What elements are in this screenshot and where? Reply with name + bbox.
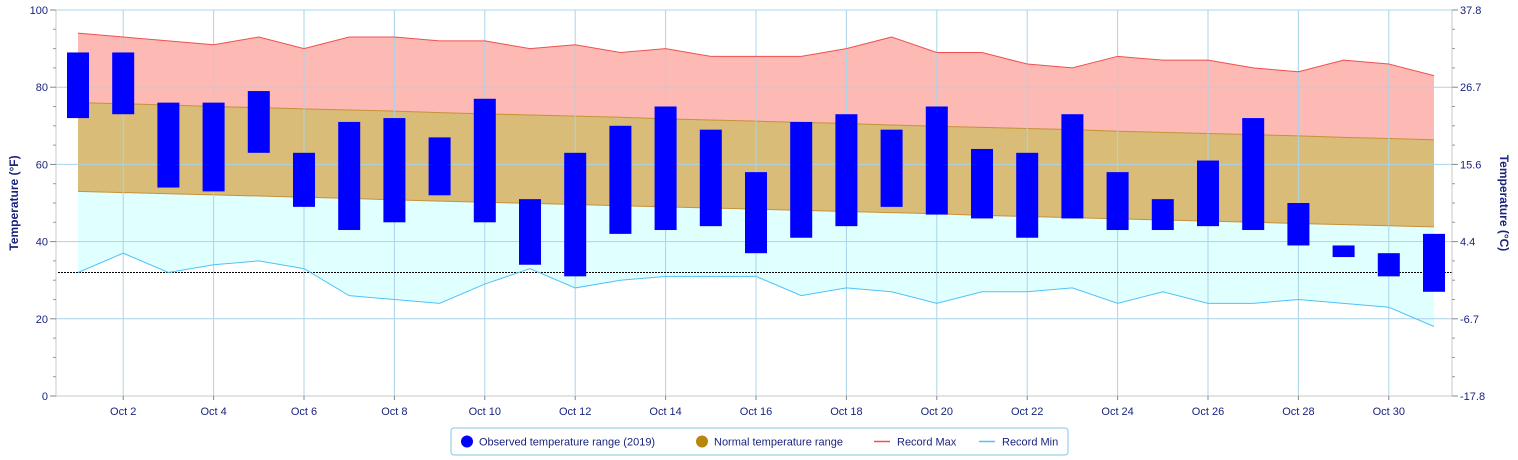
observed-range-bar	[699, 129, 722, 227]
observed-range-bar	[971, 148, 993, 219]
x-tick-label: Oct 24	[1101, 406, 1133, 418]
observed-range-bar	[1061, 114, 1084, 219]
observed-range-bar	[1197, 160, 1219, 227]
observed-range-bar	[338, 121, 361, 231]
x-tick-label: Oct 28	[1282, 406, 1314, 418]
observed-bars	[67, 52, 1445, 292]
legend-observed-marker	[461, 435, 473, 448]
legend-box	[450, 427, 1069, 456]
right-tick-label: -6.7	[1460, 314, 1479, 326]
observed-range-bar	[1423, 233, 1445, 292]
observed-range-bar	[1242, 118, 1265, 231]
x-tick-label: Oct 26	[1192, 406, 1224, 418]
observed-range-bar	[67, 52, 89, 119]
observed-range-bar	[383, 118, 406, 223]
observed-range-bar	[519, 199, 541, 265]
observed-range-bar	[1377, 253, 1400, 277]
record-lines	[58, 32, 1452, 327]
observed-range-bar	[1332, 245, 1355, 258]
x-tick-label: Oct 14	[649, 406, 681, 418]
observed-range-bar	[835, 114, 858, 227]
observed-range-bar	[564, 152, 587, 277]
legend-normal-label: Normal temperature range	[714, 437, 843, 449]
legend: Observed temperature range (2019) Normal…	[450, 427, 1069, 456]
record-max-line	[77, 32, 1435, 77]
x-tick-label: Oct 16	[740, 406, 772, 418]
right-tick-label: 15.6	[1460, 159, 1481, 171]
x-tick-label: Oct 8	[381, 406, 407, 418]
observed-range-bar	[1151, 199, 1174, 231]
x-tick-label: Oct 20	[921, 406, 953, 418]
observed-range-bar	[880, 129, 903, 207]
legend-record-min-label: Record Min	[1002, 437, 1058, 449]
observed-range-bar	[112, 52, 135, 115]
legend-record-max-label: Record Max	[897, 437, 957, 449]
x-tick-label: Oct 4	[200, 406, 226, 418]
right-tick-label: 4.4	[1460, 237, 1475, 249]
legend-item-normal[interactable]: Normal temperature range	[696, 435, 843, 449]
legend-item-observed[interactable]: Observed temperature range (2019)	[461, 435, 655, 449]
observed-range-bar	[473, 98, 496, 223]
observed-range-bar	[745, 172, 767, 254]
right-tick-label: 26.7	[1460, 82, 1481, 94]
observed-range-bar	[293, 152, 315, 207]
observed-range-bar	[157, 102, 180, 188]
legend-normal-marker	[696, 435, 708, 448]
observed-range-bar	[202, 102, 225, 192]
right-tick-label: 37.8	[1460, 5, 1481, 17]
legend-observed-label: Observed temperature range (2019)	[479, 437, 655, 449]
left-tick-label: 80	[36, 82, 48, 94]
observed-range-bar	[1106, 172, 1129, 231]
observed-range-bar	[428, 137, 451, 196]
legend-item-record-min[interactable]: Record Min	[979, 437, 1058, 449]
x-tick-label: Oct 18	[830, 406, 862, 418]
right-tick-label: -17.8	[1460, 391, 1485, 403]
x-tick-label: Oct 2	[110, 406, 136, 418]
observed-range-bar	[654, 106, 677, 231]
left-axis-title: Temperature (°F)	[7, 155, 21, 250]
x-tick-label: Oct 6	[291, 406, 317, 418]
observed-range-bar	[247, 91, 270, 153]
observed-range-bar	[1016, 152, 1039, 238]
left-tick-label: 40	[36, 237, 48, 249]
x-tick-label: Oct 12	[559, 406, 591, 418]
x-tick-label: Oct 22	[1011, 406, 1043, 418]
x-tick-label: Oct 10	[469, 406, 501, 418]
record-min-line	[77, 252, 1435, 327]
observed-range-bar	[1287, 203, 1310, 246]
left-tick-label: 0	[42, 391, 48, 403]
axes: 0 -17.8 20 -6.7 40 4.4 60 15.6 80 26.7 100 37.8 Oct …	[30, 5, 1485, 418]
left-tick-label: 100	[30, 5, 48, 17]
observed-range-bar	[790, 121, 813, 238]
legend-item-record-max[interactable]: Record Max	[874, 437, 957, 449]
right-axis-title: Temperature (°C)	[1497, 155, 1511, 252]
observed-range-bar	[925, 106, 948, 215]
left-tick-label: 60	[36, 159, 48, 171]
left-tick-label: 20	[36, 314, 48, 326]
observed-range-bar	[609, 125, 632, 234]
x-tick-label: Oct 30	[1373, 406, 1405, 418]
